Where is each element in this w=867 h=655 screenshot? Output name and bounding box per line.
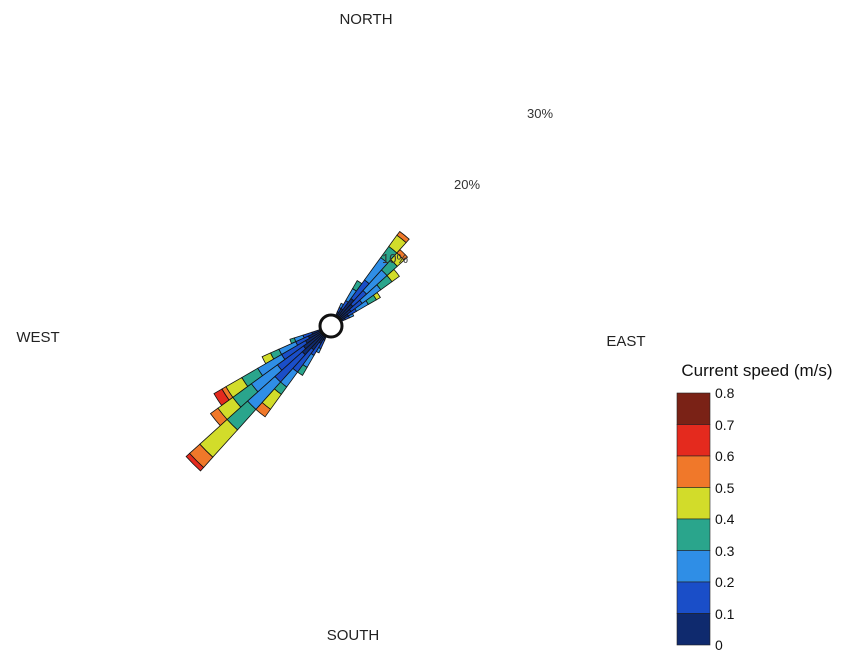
rose-sector-segment [185, 452, 205, 472]
colorbar-segment [676, 613, 711, 646]
radial-tick-label-10: 10% [382, 251, 408, 266]
colorbar-tick-label: 0.3 [715, 543, 735, 559]
colorbar-tick-label: 0.6 [715, 448, 735, 464]
colorbar-tick-labels: 0.8 0.7 0.6 0.5 0.4 0.3 0.2 0.1 0 [715, 385, 735, 653]
colorbar-segment [676, 487, 711, 520]
colorbar-segment [676, 424, 711, 457]
colorbar-tick-label: 0.1 [715, 606, 735, 622]
colorbar-tick-label: 0.2 [715, 574, 735, 590]
legend-title: Current speed (m/s) [681, 361, 832, 380]
radial-tick-label-30: 30% [527, 106, 553, 121]
colorbar-segment [676, 455, 711, 488]
colorbar-tick-label: 0 [715, 637, 723, 653]
colorbar-tick-label: 0.4 [715, 511, 735, 527]
colorbar-segment [676, 392, 711, 425]
colorbar-tick-label: 0.8 [715, 385, 735, 401]
rose-sector-segment [213, 388, 230, 407]
direction-label-south: SOUTH [327, 627, 380, 644]
colorbar-segment [676, 518, 711, 551]
colorbar-tick-label: 0.7 [715, 417, 735, 433]
colorbar-segment [676, 581, 711, 614]
direction-label-east: EAST [606, 333, 645, 350]
colorbar-tick-label: 0.5 [715, 480, 735, 496]
rose-sector-segment [396, 230, 410, 244]
colorbar-segment [676, 550, 711, 583]
rose-sector-segment [396, 248, 409, 261]
rose-sector-segment [386, 268, 400, 283]
rose-sector-segment [261, 352, 275, 365]
colorbar [676, 392, 711, 646]
direction-label-west: WEST [16, 329, 59, 346]
rose-sectors [185, 230, 410, 472]
rose-sector-segment [209, 407, 228, 427]
radial-tick-label-20: 20% [454, 177, 480, 192]
calm-center-marker [318, 313, 344, 339]
direction-label-north: NORTH [339, 11, 392, 28]
